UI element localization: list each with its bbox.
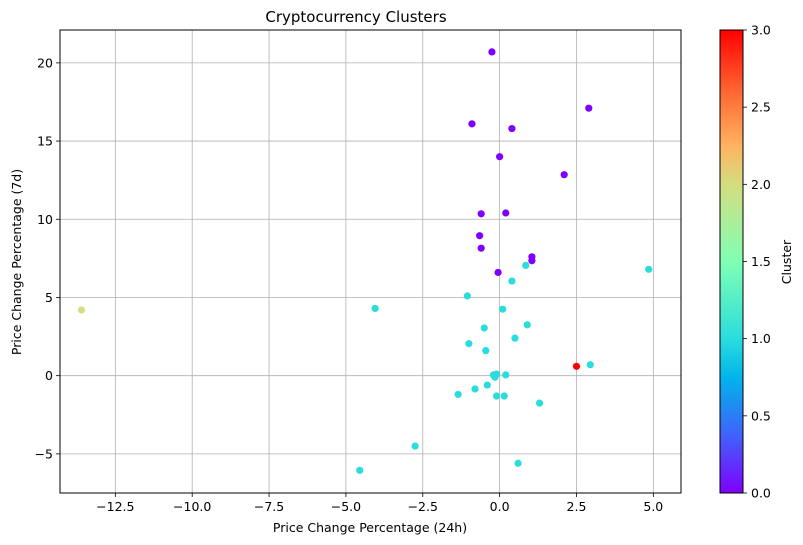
y-tick-label: 20 xyxy=(37,55,53,70)
data-point xyxy=(371,304,379,313)
data-point xyxy=(535,399,544,407)
y-tick-label: 10 xyxy=(37,212,53,227)
data-point xyxy=(522,261,530,270)
x-tick-label: −5.0 xyxy=(331,499,361,514)
data-point xyxy=(514,459,522,467)
colorbar-tick-label: 3.0 xyxy=(751,23,771,38)
data-point xyxy=(488,48,496,56)
plot-frame xyxy=(59,29,682,494)
data-point xyxy=(523,321,531,329)
data-point xyxy=(482,347,490,355)
data-point xyxy=(502,209,510,217)
data-point xyxy=(494,268,502,277)
data-point xyxy=(496,153,504,161)
colorbar xyxy=(720,30,743,493)
data-point xyxy=(411,442,419,450)
x-tick-label: −7.5 xyxy=(254,499,284,514)
data-point xyxy=(645,265,653,273)
data-points xyxy=(77,48,653,474)
data-point xyxy=(508,124,516,133)
colorbar-tick-label: 0.5 xyxy=(751,408,771,423)
chart-title: Cryptocurrency Clusters xyxy=(265,8,446,26)
colorbar-ticks: 0.0 0.5 1.0 1.5 2.0 2.5 3.0 xyxy=(743,23,771,501)
x-tick-label: −12.5 xyxy=(96,499,134,514)
colorbar-tick-label: 1.0 xyxy=(751,331,771,346)
x-tick-label: 2.5 xyxy=(567,499,587,514)
grid xyxy=(60,30,681,493)
data-point xyxy=(468,120,476,128)
y-tick-label: −5 xyxy=(35,446,53,461)
y-axis-label: Price Change Percentage (7d) xyxy=(9,169,24,355)
data-point xyxy=(476,232,484,240)
data-point xyxy=(560,171,568,179)
data-point xyxy=(356,466,364,474)
data-point xyxy=(492,392,501,400)
x-tick-label: −10.0 xyxy=(173,499,211,514)
data-point xyxy=(585,104,593,112)
data-point xyxy=(477,244,485,252)
x-tick-label: 5.0 xyxy=(643,499,663,514)
data-point xyxy=(477,210,485,218)
data-point xyxy=(502,371,510,379)
y-tick-label: 15 xyxy=(37,134,53,149)
colorbar-label: Cluster xyxy=(779,239,794,284)
data-point xyxy=(463,292,471,300)
colorbar-tick-label: 2.0 xyxy=(751,177,771,192)
colorbar-tick-label: 2.5 xyxy=(751,100,771,115)
x-tick-label: −2.5 xyxy=(408,499,438,514)
data-point xyxy=(528,257,536,265)
data-point xyxy=(77,306,86,314)
x-tick-label: 0.0 xyxy=(490,499,510,514)
data-point xyxy=(491,373,499,381)
data-point xyxy=(572,362,581,370)
y-tick-label: 5 xyxy=(45,290,53,305)
data-point xyxy=(499,305,507,313)
data-point xyxy=(480,324,488,332)
data-point xyxy=(586,361,594,369)
data-point xyxy=(465,340,473,348)
x-axis-ticks: −12.5 −10.0 −7.5 −5.0 −2.5 0.0 2.5 5.0 xyxy=(96,493,663,514)
colorbar-tick-label: 1.5 xyxy=(751,254,771,269)
y-tick-label: 0 xyxy=(45,368,53,383)
data-point xyxy=(511,334,519,342)
data-point xyxy=(471,385,479,393)
x-axis-label: Price Change Percentage (24h) xyxy=(273,520,467,535)
colorbar-tick-label: 0.0 xyxy=(751,486,771,501)
data-point xyxy=(454,390,462,399)
data-point xyxy=(500,392,508,400)
data-point xyxy=(508,277,516,285)
y-axis-ticks: −5 0 5 10 15 20 xyxy=(35,55,60,461)
data-point xyxy=(483,381,491,389)
